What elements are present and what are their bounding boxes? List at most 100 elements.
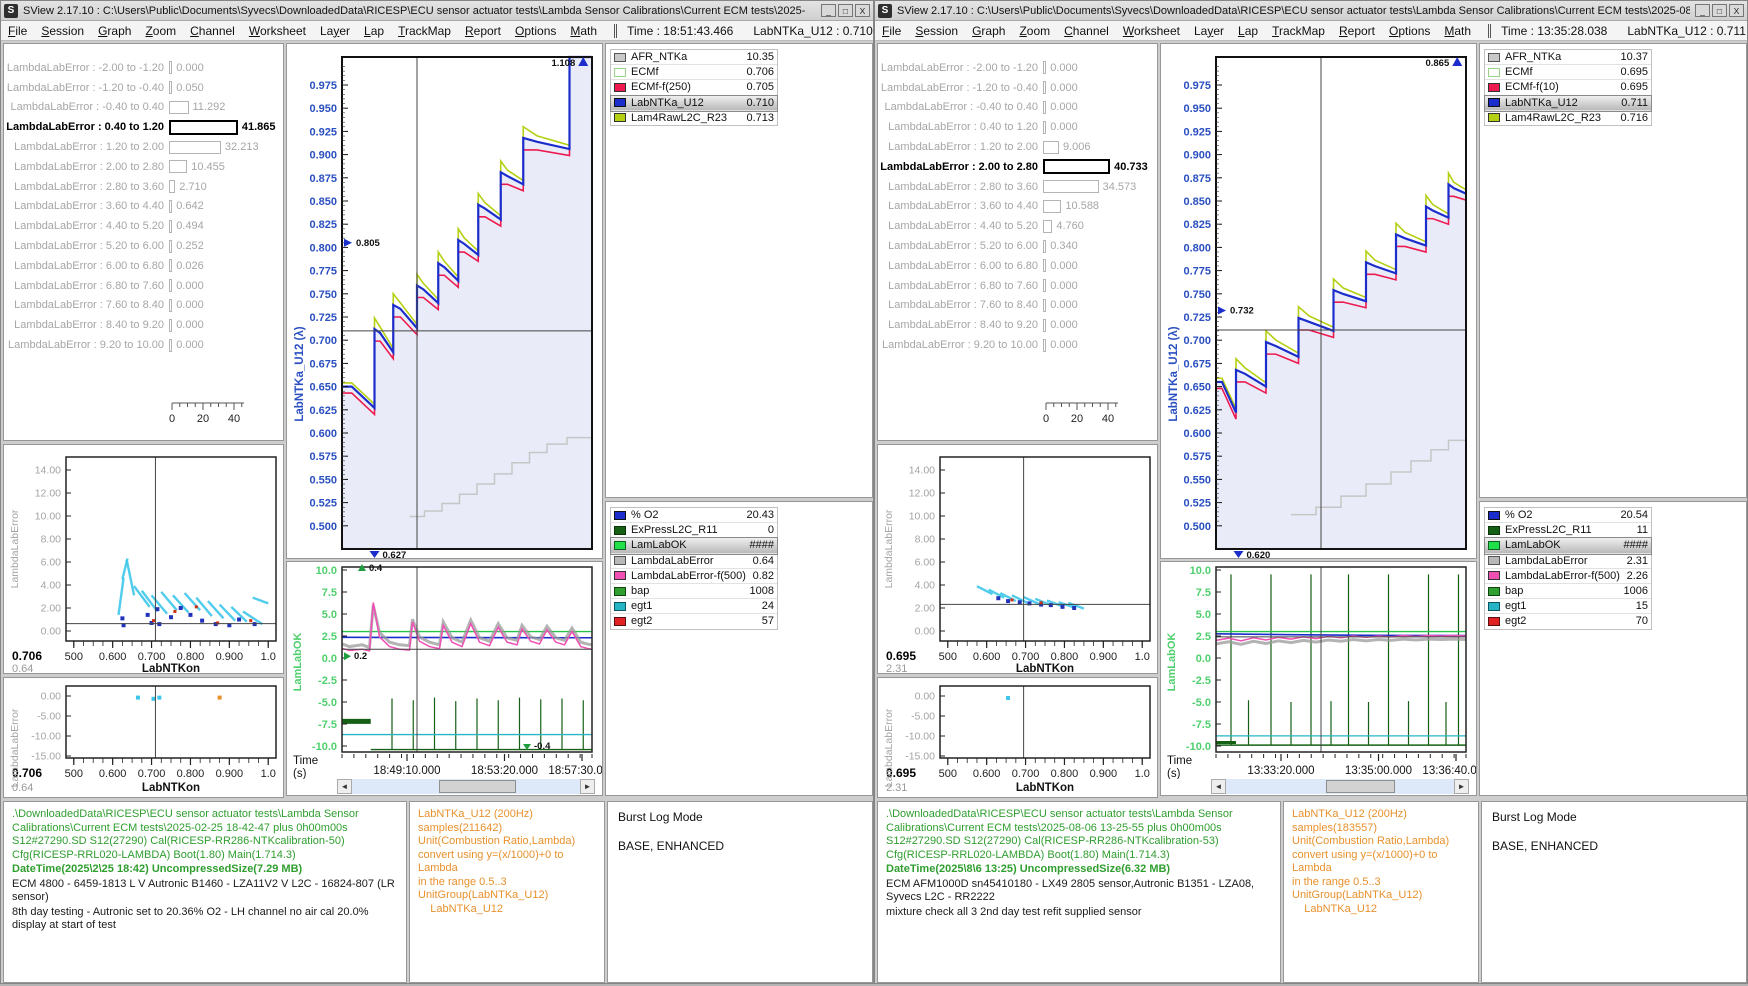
histogram-row[interactable]: LambdaLabError : 5.20 to 6.000.252 <box>4 236 283 256</box>
scroll-right-button[interactable]: ► <box>1454 779 1469 794</box>
menu-file[interactable]: File <box>882 24 901 38</box>
maximize-button[interactable]: □ <box>1712 4 1727 17</box>
menu-file[interactable]: File <box>8 24 27 38</box>
histogram-row[interactable]: LambdaLabError : 6.00 to 6.800.000 <box>878 256 1157 276</box>
menu-trackmap[interactable]: TrackMap <box>398 24 451 38</box>
menu-session[interactable]: Session <box>915 24 958 38</box>
lambda-error-histogram-panel[interactable]: LambdaLabError : -2.00 to -1.200.000Lamb… <box>877 43 1158 441</box>
menu-graph[interactable]: Graph <box>972 24 1005 38</box>
histogram-row[interactable]: LambdaLabError : 7.60 to 8.400.000 <box>878 296 1157 316</box>
error-scatter-chart[interactable]: 14.0012.0010.008.006.004.002.000.005000.… <box>878 445 1157 673</box>
histogram-row[interactable]: LambdaLabError : 9.20 to 10.000.000 <box>878 335 1157 355</box>
minimize-button[interactable]: _ <box>1695 4 1710 17</box>
menu-worksheet[interactable]: Worksheet <box>1123 24 1180 38</box>
menu-math[interactable]: Math <box>1444 24 1471 38</box>
legend-row-labntka-u12[interactable]: LabNTKa_U120.711 <box>1485 96 1651 111</box>
menu-worksheet[interactable]: Worksheet <box>249 24 306 38</box>
menu-report[interactable]: Report <box>465 24 501 38</box>
mini-scatter-panel[interactable]: 0.00-5.00-10.00-15.005000.6000.7000.8000… <box>877 677 1158 798</box>
legend-row-lambdalaberror[interactable]: LambdaLabError0.64 <box>611 554 777 569</box>
menu-trackmap[interactable]: TrackMap <box>1272 24 1325 38</box>
legend-row-lamlabok[interactable]: LamLabOK#### <box>1485 538 1651 553</box>
menu-math[interactable]: Math <box>570 24 597 38</box>
legend-row-bap[interactable]: bap1008 <box>611 584 777 599</box>
menu-lap[interactable]: Lap <box>364 24 384 38</box>
menu-report[interactable]: Report <box>1339 24 1375 38</box>
histogram-row[interactable]: LambdaLabError : 6.00 to 6.800.026 <box>4 256 283 276</box>
close-button[interactable]: X <box>1729 4 1744 17</box>
histogram-row[interactable]: LambdaLabError : -2.00 to -1.200.000 <box>878 58 1157 78</box>
histogram-row[interactable]: LambdaLabError : 8.40 to 9.200.000 <box>4 315 283 335</box>
scrollbar-thumb[interactable] <box>439 780 517 793</box>
legend-row-egt2[interactable]: egt270 <box>1485 614 1651 628</box>
main-lambda-chart-panel[interactable]: 0.9750.9500.9250.9000.8750.8500.8250.800… <box>286 43 603 559</box>
time-series-panel[interactable]: 10.07.55.02.50.0-2.5-5.0-7.5-10.0LamLabO… <box>1160 561 1477 796</box>
mini-scatter-panel[interactable]: 0.00-5.00-10.00-15.005000.6000.7000.8000… <box>3 677 284 798</box>
mini-scatter-chart[interactable]: 0.00-5.00-10.00-15.005000.6000.7000.8000… <box>4 678 283 797</box>
legend-row-expressl2c-r11[interactable]: ExPressL2C_R110 <box>611 523 777 538</box>
scrollbar-track[interactable] <box>1226 779 1454 794</box>
time-scrollbar[interactable]: ◄ ► <box>337 779 595 794</box>
legend-row-afr-ntka[interactable]: AFR_NTKa10.37 <box>1485 50 1651 65</box>
histogram-row[interactable]: LambdaLabError : 6.80 to 7.600.000 <box>4 276 283 296</box>
legend-row-lam4rawl2c-r23[interactable]: Lam4RawL2C_R230.716 <box>1485 111 1651 125</box>
scroll-left-button[interactable]: ◄ <box>337 779 352 794</box>
time-series-chart[interactable]: 10.07.55.02.50.0-2.5-5.0-7.5-10.0LamLabO… <box>287 562 602 779</box>
title-bar[interactable]: S SView 2.17.10 : C:\Users\Public\Docume… <box>1 1 873 21</box>
title-bar[interactable]: S SView 2.17.10 : C:\Users\Public\Docume… <box>875 1 1747 21</box>
legend-row-egt1[interactable]: egt124 <box>611 599 777 614</box>
menu-zoom[interactable]: Zoom <box>1019 24 1050 38</box>
time-series-panel[interactable]: 10.07.55.02.50.0-2.5-5.0-7.5-10.0LamLabO… <box>286 561 603 796</box>
legend-row-labntka-u12[interactable]: LabNTKa_U120.710 <box>611 96 777 111</box>
histogram-row[interactable]: LambdaLabError : 2.00 to 2.8040.733 <box>878 157 1157 177</box>
legend-row-ecmf[interactable]: ECMf0.706 <box>611 65 777 80</box>
histogram-row[interactable]: LambdaLabError : -1.20 to -0.400.000 <box>878 78 1157 98</box>
histogram-row[interactable]: LambdaLabError : 1.20 to 2.0032.213 <box>4 137 283 157</box>
close-button[interactable]: X <box>855 4 870 17</box>
histogram-row[interactable]: LambdaLabError : 3.60 to 4.400.642 <box>4 197 283 217</box>
legend-row-lambdalaberror-f-500-[interactable]: LambdaLabError-f(500)2.26 <box>1485 569 1651 584</box>
legend-row-ecmf-f-250-[interactable]: ECMf-f(250)0.705 <box>611 80 777 95</box>
menu-options[interactable]: Options <box>1389 24 1430 38</box>
histogram-row[interactable]: LambdaLabError : -0.40 to 0.400.000 <box>878 98 1157 118</box>
menu-zoom[interactable]: Zoom <box>145 24 176 38</box>
histogram-row[interactable]: LambdaLabError : 7.60 to 8.400.000 <box>4 296 283 316</box>
scroll-left-button[interactable]: ◄ <box>1211 779 1226 794</box>
main-lambda-chart[interactable]: 0.9750.9500.9250.9000.8750.8500.8250.800… <box>287 44 602 558</box>
maximize-button[interactable]: □ <box>838 4 853 17</box>
legend-row-egt1[interactable]: egt115 <box>1485 599 1651 614</box>
lambda-error-histogram-panel[interactable]: LambdaLabError : -2.00 to -1.200.000Lamb… <box>3 43 284 441</box>
histogram-row[interactable]: LambdaLabError : 5.20 to 6.000.340 <box>878 236 1157 256</box>
histogram-row[interactable]: LambdaLabError : -1.20 to -0.400.050 <box>4 78 283 98</box>
histogram-row[interactable]: LambdaLabError : 4.40 to 5.204.760 <box>878 216 1157 236</box>
histogram-row[interactable]: LambdaLabError : 2.80 to 3.6034.573 <box>878 177 1157 197</box>
menu-layer[interactable]: Layer <box>320 24 350 38</box>
menu-lap[interactable]: Lap <box>1238 24 1258 38</box>
histogram-row[interactable]: LambdaLabError : 2.00 to 2.8010.455 <box>4 157 283 177</box>
menu-options[interactable]: Options <box>515 24 556 38</box>
error-vs-lambda-scatter-panel[interactable]: 14.0012.0010.008.006.004.002.000.005000.… <box>3 444 284 674</box>
histogram-row[interactable]: LambdaLabError : 0.40 to 1.2041.865 <box>4 117 283 137</box>
menu-layer[interactable]: Layer <box>1194 24 1224 38</box>
legend-row-lambdalaberror[interactable]: LambdaLabError2.31 <box>1485 554 1651 569</box>
legend-row-ecmf[interactable]: ECMf0.695 <box>1485 65 1651 80</box>
error-scatter-chart[interactable]: 14.0012.0010.008.006.004.002.000.005000.… <box>4 445 283 673</box>
legend-row--o2[interactable]: % O220.54 <box>1485 508 1651 523</box>
legend-row-lamlabok[interactable]: LamLabOK#### <box>611 538 777 553</box>
main-lambda-chart-panel[interactable]: 0.9750.9500.9250.9000.8750.8500.8250.800… <box>1160 43 1477 559</box>
histogram-row[interactable]: LambdaLabError : 9.20 to 10.000.000 <box>4 335 283 355</box>
legend-row-expressl2c-r11[interactable]: ExPressL2C_R1111 <box>1485 523 1651 538</box>
histogram-row[interactable]: LambdaLabError : 8.40 to 9.200.000 <box>878 315 1157 335</box>
histogram-row[interactable]: LambdaLabError : 6.80 to 7.600.000 <box>878 276 1157 296</box>
legend-row-lam4rawl2c-r23[interactable]: Lam4RawL2C_R230.713 <box>611 111 777 125</box>
menu-session[interactable]: Session <box>41 24 84 38</box>
legend-row-ecmf-f-10-[interactable]: ECMf-f(10)0.695 <box>1485 80 1651 95</box>
mini-scatter-chart[interactable]: 0.00-5.00-10.00-15.005000.6000.7000.8000… <box>878 678 1157 797</box>
main-lambda-chart[interactable]: 0.9750.9500.9250.9000.8750.8500.8250.800… <box>1161 44 1476 558</box>
legend-row--o2[interactable]: % O220.43 <box>611 508 777 523</box>
histogram-row[interactable]: LambdaLabError : 4.40 to 5.200.494 <box>4 216 283 236</box>
scrollbar-track[interactable] <box>352 779 580 794</box>
histogram-row[interactable]: LambdaLabError : -0.40 to 0.4011.292 <box>4 98 283 118</box>
scrollbar-thumb[interactable] <box>1326 780 1394 793</box>
time-series-chart[interactable]: 10.07.55.02.50.0-2.5-5.0-7.5-10.0LamLabO… <box>1161 562 1476 779</box>
